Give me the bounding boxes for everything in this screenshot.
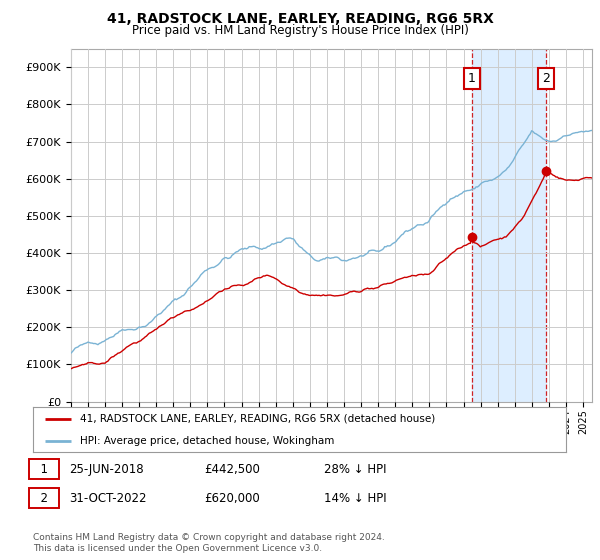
Text: £620,000: £620,000: [204, 492, 260, 505]
Text: 25-JUN-2018: 25-JUN-2018: [69, 463, 143, 476]
Text: 2: 2: [33, 492, 56, 505]
Text: 1: 1: [468, 72, 476, 85]
Text: HPI: Average price, detached house, Wokingham: HPI: Average price, detached house, Woki…: [80, 436, 334, 446]
Bar: [472, 49, 546, 402]
Text: 2: 2: [542, 72, 550, 85]
Text: 28% ↓ HPI: 28% ↓ HPI: [324, 463, 386, 476]
Text: £442,500: £442,500: [204, 463, 260, 476]
Text: 41, RADSTOCK LANE, EARLEY, READING, RG6 5RX (detached house): 41, RADSTOCK LANE, EARLEY, READING, RG6 …: [80, 414, 435, 424]
Text: 14% ↓ HPI: 14% ↓ HPI: [324, 492, 386, 505]
Text: Price paid vs. HM Land Registry's House Price Index (HPI): Price paid vs. HM Land Registry's House …: [131, 24, 469, 36]
Text: Contains HM Land Registry data © Crown copyright and database right 2024.
This d: Contains HM Land Registry data © Crown c…: [33, 533, 385, 553]
Text: 31-OCT-2022: 31-OCT-2022: [69, 492, 146, 505]
Text: 41, RADSTOCK LANE, EARLEY, READING, RG6 5RX: 41, RADSTOCK LANE, EARLEY, READING, RG6 …: [107, 12, 493, 26]
Text: 1: 1: [33, 463, 56, 476]
